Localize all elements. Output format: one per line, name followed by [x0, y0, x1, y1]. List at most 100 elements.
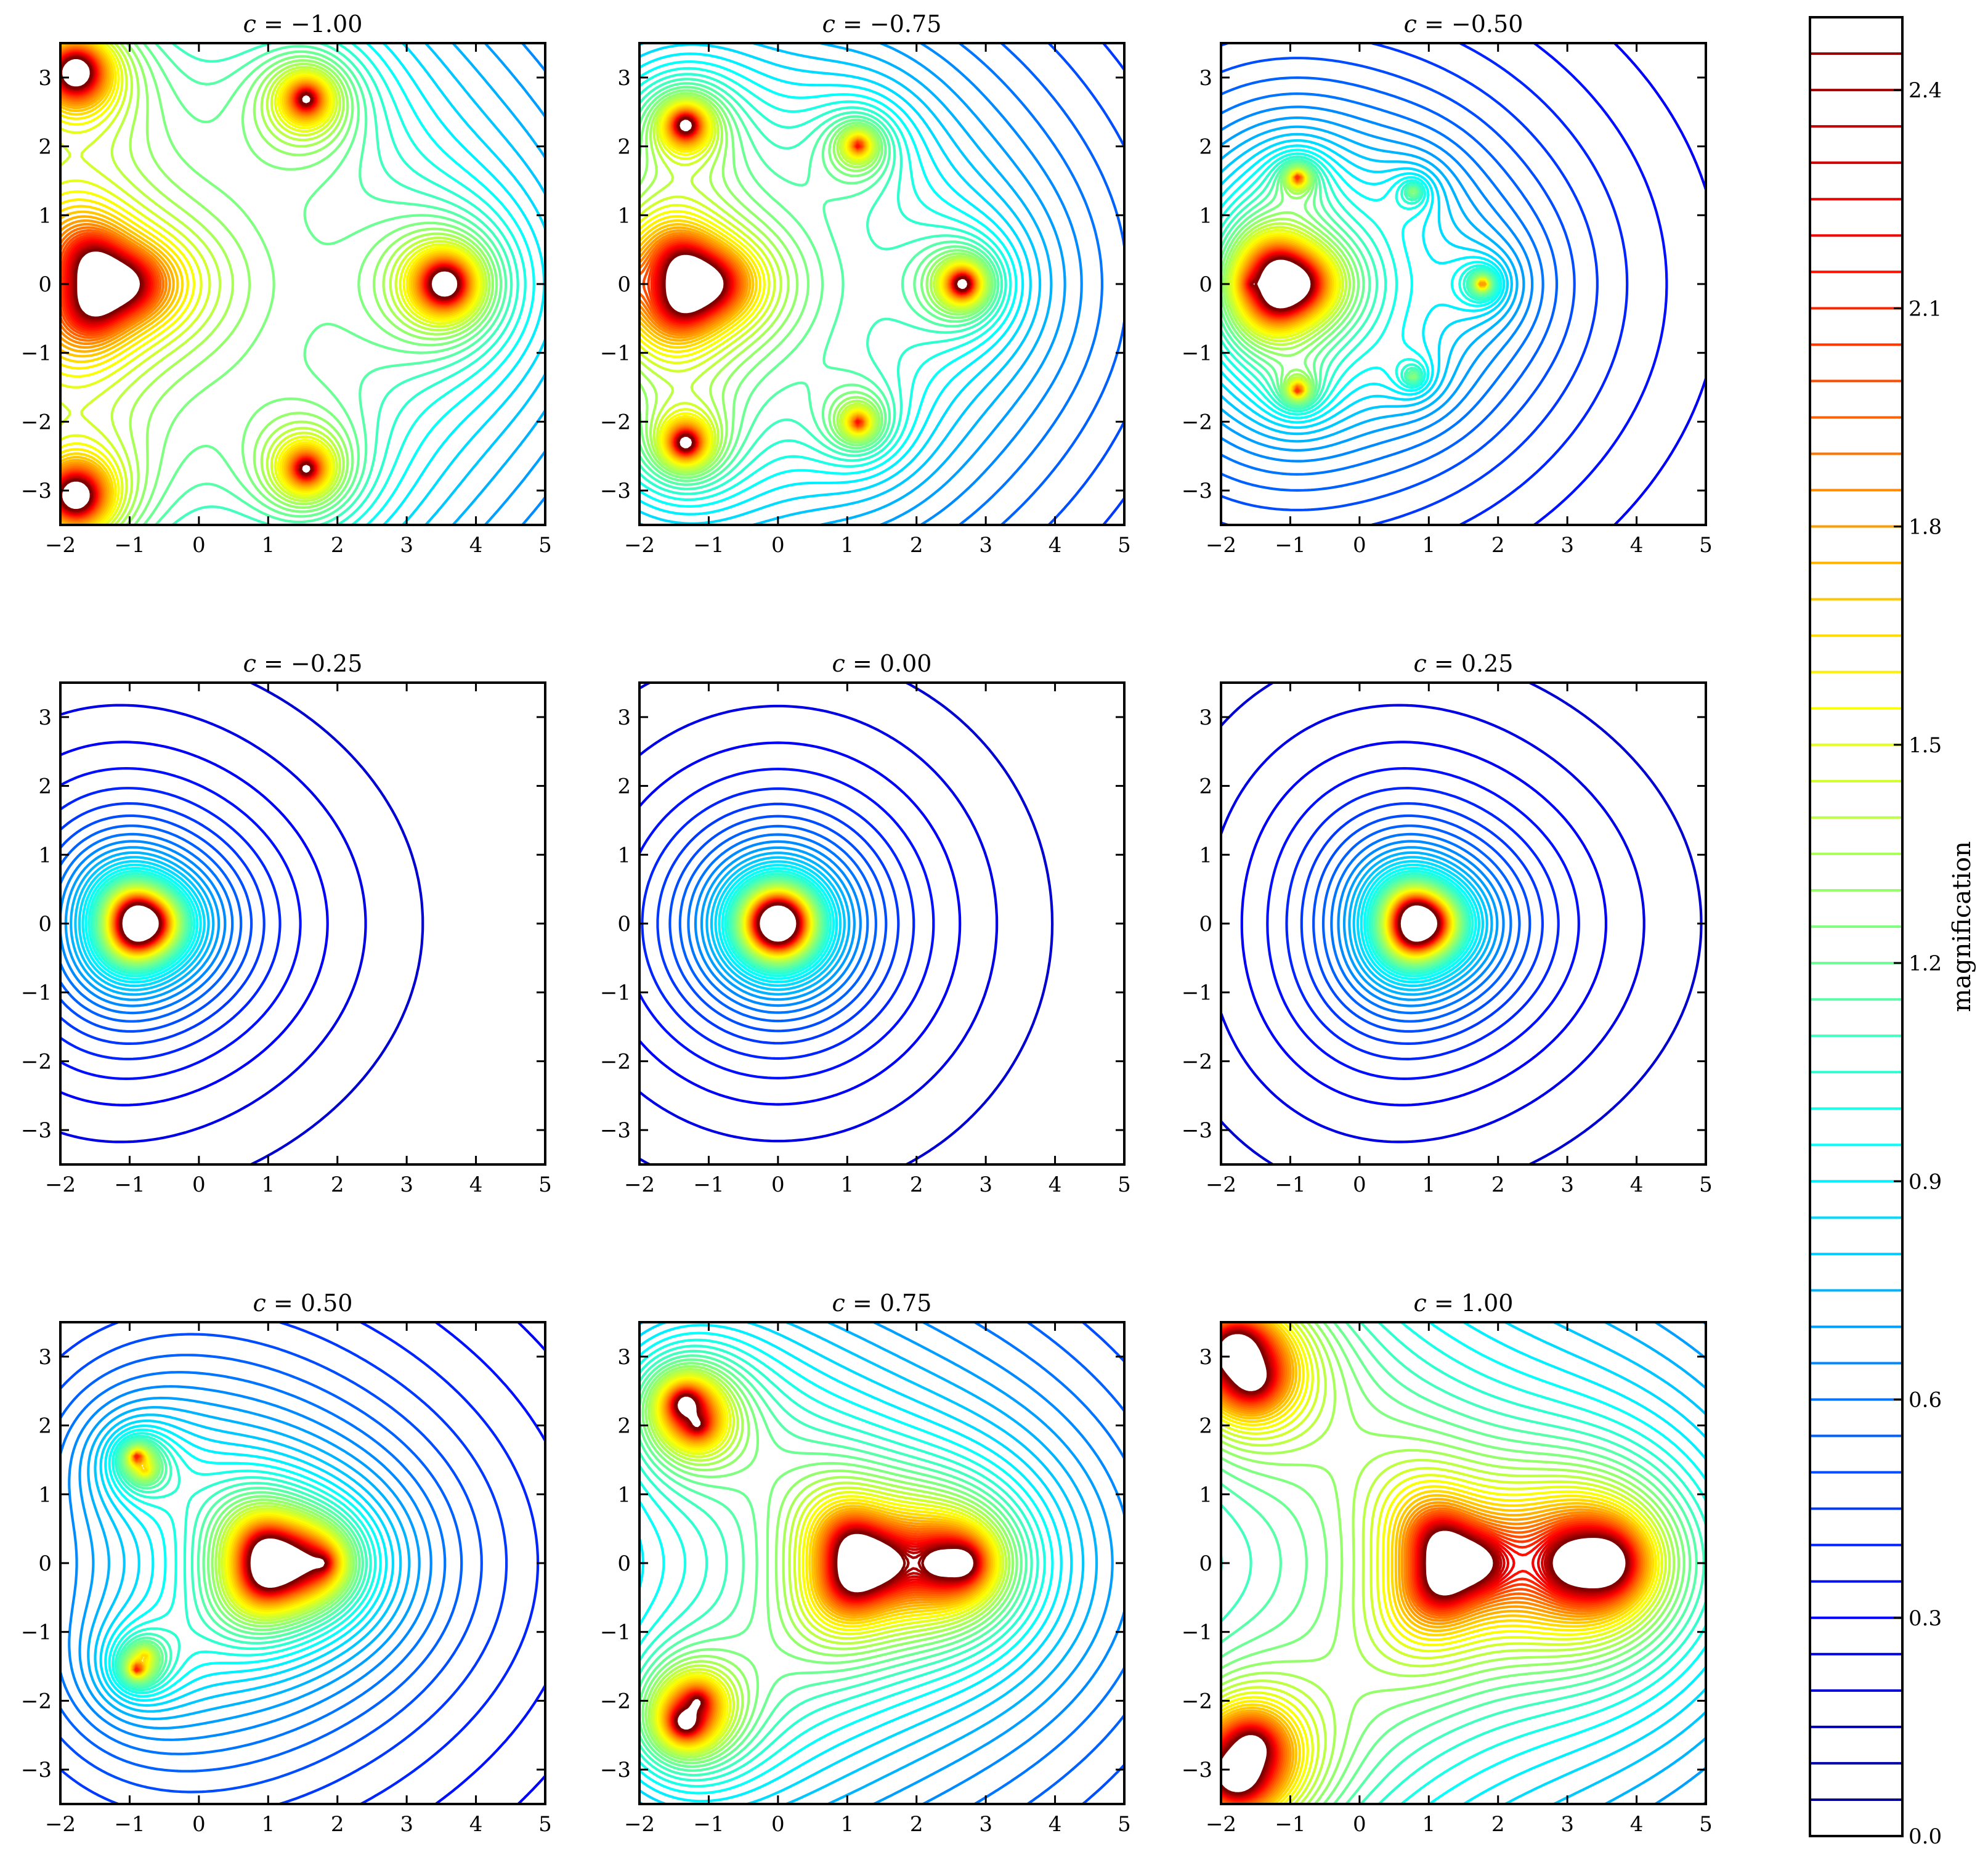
x-tick-label: 1 — [261, 1812, 275, 1837]
contour-level-line — [142, 43, 503, 525]
y-tick-label: −2 — [21, 1049, 52, 1074]
contour-level-line — [78, 1396, 421, 1730]
contour-panel: −2 −1 0 1 2 3 4 5 −3 −2 −1 0 1 2 3 c = −0.25 — [21, 650, 552, 1197]
panel-title: c = −0.75 — [822, 10, 942, 38]
contour-level-line — [516, 1322, 545, 1804]
y-tick-label: −3 — [600, 1118, 631, 1143]
contour-level-line — [1221, 132, 1513, 436]
colorbar-level-lines — [1810, 52, 1902, 1801]
colorbar: 0.0 0.3 0.6 0.9 1.2 1.5 1.8 2.1 2.4 magnificatio… — [1809, 16, 1976, 1849]
y-tick-label: 2 — [617, 774, 631, 799]
contour-level-line — [1254, 257, 1313, 311]
colorbar-tick-label: 2.4 — [1909, 78, 1942, 103]
contour-lines — [1221, 683, 1703, 1164]
contour-lines — [60, 683, 424, 1164]
y-tick-label: −2 — [1182, 1049, 1212, 1074]
x-tick-label: 1 — [840, 1812, 854, 1837]
contour-level-line — [1266, 767, 1580, 1080]
x-tick-label: 1 — [840, 1172, 854, 1197]
contour-level-line — [729, 875, 827, 972]
colorbar-ticks: 0.0 0.3 0.6 0.9 1.2 1.5 1.8 2.1 2.4 — [1894, 78, 1942, 1849]
contour-level-line — [60, 814, 253, 1033]
y-tick-label: 1 — [38, 843, 52, 868]
contour-level-line — [1221, 139, 1509, 429]
contour-panel: −2 −1 0 1 2 3 4 5 −3 −2 −1 0 1 2 3 c = 0.50 — [21, 1290, 552, 1837]
contour-level-line — [738, 884, 818, 963]
x-tick-label: 1 — [840, 533, 854, 558]
contour-level-line — [1221, 144, 1506, 424]
contour-level-line — [1363, 866, 1477, 981]
colorbar-tick-label: 0.0 — [1909, 1824, 1942, 1849]
contour-lines — [639, 683, 1054, 1164]
y-tick-label: −2 — [600, 410, 631, 434]
contour-level-line — [1221, 1331, 1628, 1795]
contour-level-line — [639, 92, 992, 476]
contour-level-line — [1366, 869, 1474, 978]
y-tick-label: −2 — [21, 410, 52, 434]
x-tick-label: 2 — [331, 1812, 344, 1837]
x-tick-label: 2 — [910, 533, 923, 558]
x-tick-label: 2 — [331, 533, 344, 558]
contour-level-line — [60, 802, 266, 1045]
contour-level-line — [700, 846, 856, 1001]
y-tick-label: 1 — [617, 1482, 631, 1507]
y-tick-label: −3 — [21, 1758, 52, 1782]
x-tick-label: 3 — [1560, 1172, 1574, 1197]
contour-level-line — [714, 860, 842, 987]
y-tick-label: 2 — [38, 1414, 52, 1439]
y-tick-label: 3 — [1199, 1345, 1212, 1370]
x-tick-label: 3 — [400, 1172, 413, 1197]
contour-level-line — [1360, 863, 1480, 984]
contour-level-line — [731, 877, 825, 970]
x-tick-label: 1 — [1422, 1812, 1435, 1837]
contour-level-line — [119, 1439, 364, 1687]
contour-level-line — [639, 97, 988, 471]
contour-level-line — [1330, 832, 1512, 1015]
contour-level-line — [675, 1394, 976, 1733]
y-tick-label: −1 — [21, 981, 52, 1006]
contour-level-line — [1348, 851, 1493, 996]
contour-level-line — [90, 872, 193, 975]
contour-level-line — [652, 1372, 1005, 1754]
x-tick-label: 5 — [1699, 1172, 1713, 1197]
contour-level-line — [96, 879, 186, 969]
contour-level-line — [248, 1535, 328, 1591]
contour-level-line — [694, 840, 862, 1007]
y-tick-label: 1 — [38, 203, 52, 228]
contour-level-line — [639, 683, 1054, 1164]
contour-level-line — [60, 43, 475, 525]
contour-level-line — [92, 874, 191, 973]
x-tick-label: 5 — [1699, 533, 1713, 558]
x-tick-label: 1 — [261, 1172, 275, 1197]
x-tick-label: 0 — [1353, 533, 1366, 558]
contour-level-line — [60, 741, 329, 1107]
x-tick-label: 0 — [1353, 1172, 1366, 1197]
x-tick-label: 0 — [192, 1812, 206, 1837]
contour-level-line — [1221, 160, 1495, 408]
contour-level-line — [1221, 683, 1703, 1164]
contour-level-line — [710, 856, 846, 991]
y-tick-label: −3 — [600, 1758, 631, 1782]
x-tick-label: 0 — [192, 1172, 206, 1197]
contour-lines — [1221, 43, 1706, 525]
y-tick-label: 3 — [617, 1345, 631, 1370]
y-tick-label: 1 — [617, 203, 631, 228]
x-tick-label: 2 — [910, 1812, 923, 1837]
contour-panel: −2 −1 0 1 2 3 4 5 −3 −2 −1 0 1 2 3 c = 0.75 — [600, 1290, 1131, 1837]
y-tick-label: −2 — [600, 1049, 631, 1074]
contour-level-line — [721, 867, 835, 980]
contour-level-line — [1221, 148, 1503, 420]
y-tick-label: −2 — [600, 1689, 631, 1713]
contour-level-line — [1312, 814, 1532, 1033]
x-tick-label: 1 — [261, 533, 275, 558]
contour-level-line — [60, 1371, 447, 1755]
y-tick-label: 1 — [38, 1482, 52, 1507]
panel-title: c = 0.00 — [832, 650, 932, 677]
y-tick-label: −1 — [21, 341, 52, 366]
contour-panel: −2 −1 0 1 2 3 4 5 −3 −2 −1 0 1 2 3 c = −0.50 — [1182, 10, 1713, 558]
y-tick-label: 3 — [38, 705, 52, 730]
contour-level-line — [78, 859, 206, 988]
x-tick-label: 4 — [469, 1172, 483, 1197]
contour-level-line — [639, 78, 1004, 490]
colorbar-tick-label: 0.9 — [1909, 1169, 1942, 1194]
